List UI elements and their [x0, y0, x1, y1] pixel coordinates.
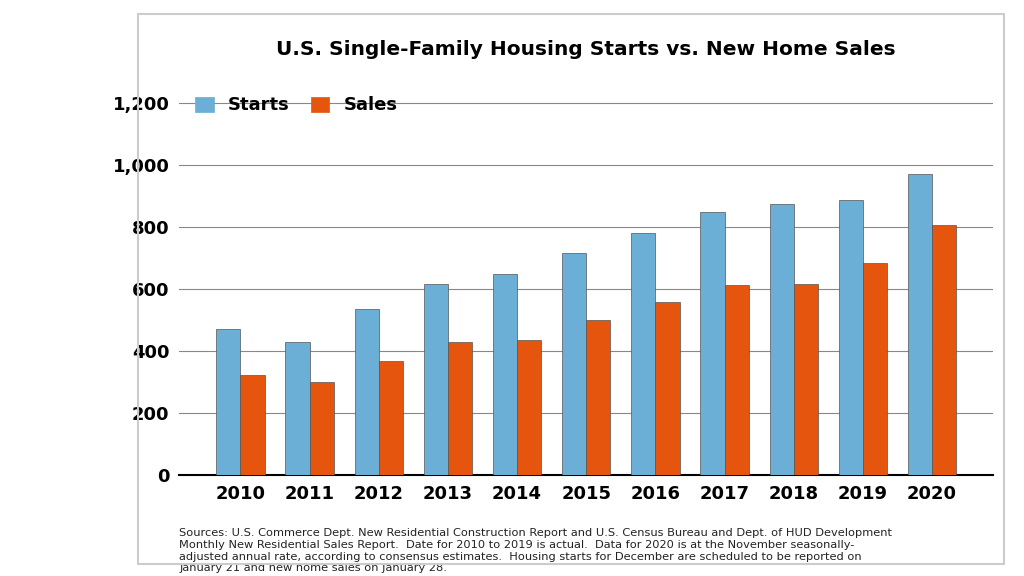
- Bar: [379, 361, 403, 475]
- Bar: [517, 340, 542, 475]
- Bar: [562, 253, 586, 475]
- Bar: [424, 283, 447, 475]
- Bar: [794, 284, 818, 475]
- Bar: [725, 285, 749, 475]
- Text: Sources: U.S. Commerce Dept. New Residential Construction Report and U.S. Census: Sources: U.S. Commerce Dept. New Residen…: [179, 528, 892, 573]
- Bar: [863, 263, 887, 475]
- Bar: [447, 342, 472, 475]
- Bar: [354, 309, 379, 475]
- Bar: [655, 302, 680, 475]
- Bar: [908, 174, 932, 475]
- Bar: [586, 320, 610, 475]
- Bar: [769, 203, 794, 475]
- Bar: [241, 375, 264, 475]
- Bar: [216, 329, 241, 475]
- Bar: [309, 381, 334, 475]
- Bar: [932, 225, 956, 475]
- Bar: [493, 274, 517, 475]
- Bar: [839, 200, 863, 475]
- Bar: [631, 233, 655, 475]
- Bar: [286, 342, 309, 475]
- Title: U.S. Single-Family Housing Starts vs. New Home Sales: U.S. Single-Family Housing Starts vs. Ne…: [276, 40, 896, 59]
- Legend: Starts, Sales: Starts, Sales: [188, 89, 406, 122]
- Bar: [700, 212, 725, 475]
